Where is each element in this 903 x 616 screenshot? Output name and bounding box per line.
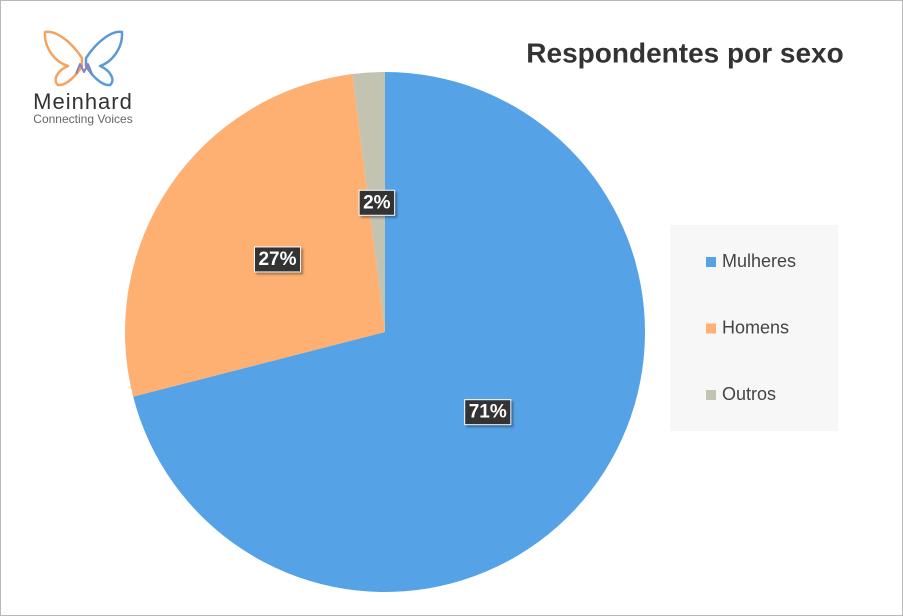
chart-title: Respondentes por sexo (526, 37, 843, 68)
data-label: 71% (469, 402, 507, 423)
data-label: 27% (258, 249, 296, 270)
logo-tagline: Connecting Voices (33, 112, 132, 126)
pie-slice (125, 74, 386, 397)
data-label-box (358, 189, 396, 216)
logo-name: Meinhard (33, 89, 133, 114)
legend-swatch (706, 257, 716, 267)
legend-swatch (706, 390, 716, 400)
logo-icon (43, 30, 124, 87)
legend-label: Mulheres (722, 251, 796, 271)
legend-box (670, 225, 838, 431)
pie-slice (133, 72, 645, 592)
data-label-box (464, 399, 512, 426)
data-label: 2% (363, 192, 391, 213)
legend-swatch (706, 323, 716, 334)
legend-label: Outros (722, 384, 776, 404)
data-label-box (253, 246, 302, 273)
legend-label: Homens (722, 317, 789, 337)
